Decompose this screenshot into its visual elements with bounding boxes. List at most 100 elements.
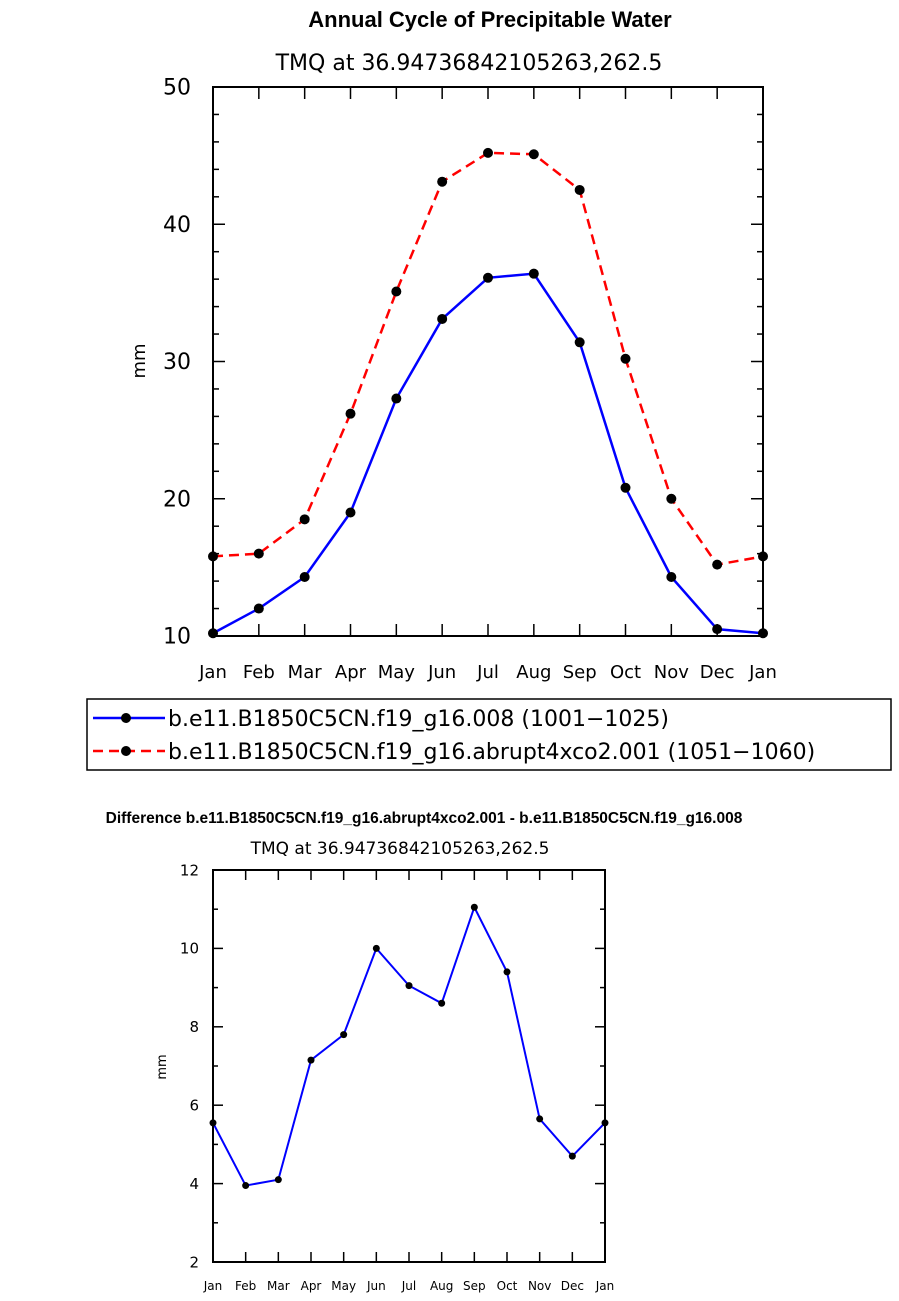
- data-point-series-1: [503, 968, 511, 976]
- chart2-plot-frame: [212, 869, 606, 1263]
- x-tick-label: Jan: [595, 1279, 615, 1293]
- y-tick-label: 8: [189, 1018, 199, 1036]
- data-point-series-1: [345, 507, 356, 518]
- data-point-series-1: [666, 571, 677, 582]
- x-tick-label: Jan: [203, 1279, 223, 1293]
- data-point-series-2: [528, 149, 539, 160]
- x-tick-label: Jan: [198, 662, 227, 683]
- x-tick-label: Jul: [476, 662, 499, 683]
- data-point-series-1: [568, 1152, 576, 1160]
- data-point-series-1: [307, 1056, 315, 1064]
- chart1-subtitle: TMQ at 36.94736842105263,262.5: [275, 51, 663, 76]
- y-tick-label: 40: [163, 213, 191, 238]
- chart-difference: Difference b.e11.B1850C5CN.f19_g16.abrup…: [106, 810, 743, 1293]
- data-point-series-1: [405, 982, 413, 990]
- data-point-series-2: [345, 408, 356, 419]
- chart-annual-cycle: Annual Cycle of Precipitable Water TMQ a…: [129, 7, 777, 683]
- y-tick-label: 2: [189, 1253, 199, 1271]
- data-point-series-1: [536, 1115, 544, 1123]
- data-point-series-2: [620, 353, 631, 364]
- legend-entry-2: b.e11.B1850C5CN.f19_g16.abrupt4xco2.001 …: [168, 740, 815, 765]
- chart1-lines: [212, 151, 764, 635]
- data-point-series-2: [666, 493, 677, 504]
- chart2-x-tick-labels: Jan Feb Mar Apr May Jun Jul Aug Sep Oct Nov Dec Jan: [203, 1279, 615, 1293]
- x-tick-label: May: [331, 1279, 356, 1293]
- data-point-series-1: [299, 571, 310, 582]
- data-point-series-1: [274, 1176, 282, 1184]
- x-tick-label: Sep: [563, 662, 597, 683]
- data-point-series-1: [209, 1119, 217, 1127]
- x-tick-label: Mar: [267, 1279, 290, 1293]
- data-point-series-1: [574, 337, 585, 348]
- y-tick-label: 10: [163, 625, 191, 650]
- chart2-title: Difference b.e11.B1850C5CN.f19_g16.abrup…: [106, 810, 743, 827]
- chart1-x-tick-labels: Jan Feb Mar Apr May Jun Jul Aug Sep Oct Nov Dec Jan: [198, 662, 777, 683]
- data-point-series-1: [528, 268, 539, 279]
- legend-swatch-marker-2: [121, 746, 131, 756]
- data-point-series-1: [712, 624, 723, 635]
- data-point-series-2: [437, 176, 448, 187]
- legend-box: [86, 698, 892, 771]
- data-point-series-1: [483, 272, 493, 283]
- x-tick-label: Apr: [301, 1279, 322, 1293]
- y-tick-label: 30: [163, 350, 191, 375]
- y-tick-label: 50: [163, 76, 191, 101]
- data-point-series-1: [437, 313, 448, 324]
- series-line-1: [212, 272, 764, 635]
- y-tick-label: 12: [180, 861, 199, 879]
- data-point-series-2: [253, 548, 264, 559]
- chart1-plot-frame: [212, 86, 764, 637]
- data-point-series-2: [391, 286, 402, 297]
- data-point-series-2: [208, 551, 218, 562]
- data-point-series-1: [470, 903, 478, 911]
- chart1-y-tick-labels: 10 20 30 40 50: [163, 76, 191, 650]
- x-tick-label: Jun: [427, 662, 456, 683]
- legend-swatch-marker-1: [121, 713, 131, 723]
- x-tick-label: Apr: [335, 662, 367, 683]
- data-point-series-2: [574, 184, 585, 195]
- chart1-legend: b.e11.B1850C5CN.f19_g16.008 (1001−1025) …: [86, 698, 892, 771]
- series-line-2: [212, 151, 764, 567]
- data-point-series-1: [601, 1119, 609, 1127]
- chart1-y-axis-label: mm: [129, 343, 150, 378]
- chart2-ticks: [212, 869, 606, 1263]
- x-tick-label: Aug: [516, 662, 551, 683]
- chart1-title: Annual Cycle of Precipitable Water: [308, 7, 672, 32]
- x-tick-label: Jul: [401, 1279, 416, 1293]
- data-point-series-1: [208, 628, 218, 639]
- data-point-series-2: [758, 551, 768, 562]
- data-point-series-1: [372, 944, 380, 952]
- data-point-series-1: [340, 1031, 348, 1039]
- data-point-series-2: [299, 514, 310, 525]
- x-tick-label: Aug: [430, 1279, 453, 1293]
- x-tick-label: Dec: [561, 1279, 584, 1293]
- y-tick-label: 10: [180, 940, 199, 958]
- x-tick-label: Oct: [497, 1279, 518, 1293]
- x-tick-label: Oct: [610, 662, 641, 683]
- chart2-y-tick-labels: 2 4 6 8 10 12: [180, 861, 199, 1271]
- chart2-y-axis-label: mm: [155, 1054, 170, 1079]
- data-point-series-1: [758, 628, 768, 639]
- series-line-1: [212, 904, 606, 1187]
- x-tick-label: Mar: [288, 662, 323, 683]
- x-tick-label: Nov: [654, 662, 689, 683]
- chart2-lines: [212, 904, 606, 1187]
- x-tick-label: Nov: [528, 1279, 551, 1293]
- data-point-series-1: [620, 482, 631, 493]
- legend-entry-1: b.e11.B1850C5CN.f19_g16.008 (1001−1025): [168, 707, 669, 732]
- data-point-series-2: [712, 559, 723, 570]
- y-tick-label: 20: [163, 487, 191, 512]
- data-point-series-1: [242, 1182, 250, 1190]
- x-tick-label: Jun: [366, 1279, 386, 1293]
- x-tick-label: Jan: [748, 662, 777, 683]
- y-tick-label: 6: [189, 1096, 199, 1114]
- x-tick-label: Feb: [243, 662, 275, 683]
- chart2-points: [209, 903, 609, 1190]
- data-point-series-1: [438, 999, 446, 1007]
- data-point-series-1: [253, 603, 264, 614]
- x-tick-label: Feb: [235, 1279, 256, 1293]
- chart2-subtitle: TMQ at 36.94736842105263,262.5: [250, 839, 550, 859]
- x-tick-label: Sep: [463, 1279, 486, 1293]
- data-point-series-1: [391, 393, 402, 404]
